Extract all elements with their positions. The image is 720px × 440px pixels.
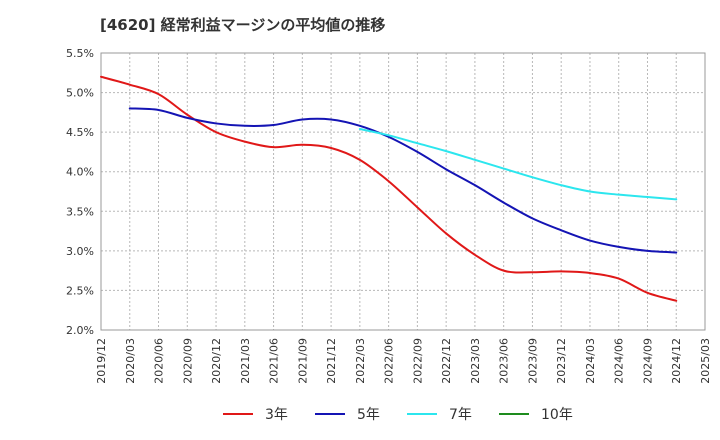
y-tick-label: 5.0% xyxy=(66,87,94,100)
x-tick-label: 2023/09 xyxy=(526,338,539,384)
legend-label-3: 10年 xyxy=(541,407,573,423)
x-tick-label: 2024/12 xyxy=(670,338,683,384)
x-tick-label: 2024/06 xyxy=(613,338,626,384)
x-tick-label: 2020/03 xyxy=(124,338,137,384)
plot-area xyxy=(100,52,706,331)
x-tick-label: 2023/12 xyxy=(555,338,568,384)
legend-label-0: 3年 xyxy=(265,407,288,423)
x-tick-label: 2021/12 xyxy=(325,338,338,384)
legend: 3年 5年 7年 10年 xyxy=(223,407,573,423)
series-line-1 xyxy=(128,107,678,254)
chart-title: [4620] 経常利益マージンの平均値の推移 xyxy=(100,16,386,34)
x-axis-ticks: 2019/12 2020/03 2020/06 2020/09 2020/12 2021/… xyxy=(95,338,712,384)
x-tick-label: 2021/03 xyxy=(239,338,252,384)
y-tick-label: 5.5% xyxy=(66,47,94,60)
legend-label-1: 5年 xyxy=(357,407,380,423)
x-tick-label: 2022/06 xyxy=(383,338,396,384)
x-tick-label: 2025/03 xyxy=(699,338,712,384)
legend-label-2: 7年 xyxy=(449,407,472,423)
y-axis-ticks: 2.0% 2.5% 3.0% 3.5% 4.0% 4.5% 5.0% 5.5% xyxy=(66,47,94,337)
x-tick-label: 2023/06 xyxy=(498,338,511,384)
x-tick-label: 2023/03 xyxy=(469,338,482,384)
x-tick-label: 2021/06 xyxy=(268,338,281,384)
grid xyxy=(101,53,705,330)
x-tick-label: 2022/12 xyxy=(440,338,453,384)
y-tick-label: 2.0% xyxy=(66,324,94,337)
series-line-2 xyxy=(358,127,678,201)
x-tick-label: 2021/09 xyxy=(296,338,309,384)
x-tick-label: 2019/12 xyxy=(95,338,108,384)
x-tick-label: 2022/09 xyxy=(411,338,424,384)
y-tick-label: 3.5% xyxy=(66,205,94,218)
y-tick-label: 2.5% xyxy=(66,284,94,297)
x-tick-label: 2024/03 xyxy=(584,338,597,384)
y-tick-label: 4.0% xyxy=(66,166,94,179)
y-tick-label: 3.0% xyxy=(66,245,94,258)
x-tick-label: 2022/03 xyxy=(354,338,367,384)
x-tick-label: 2020/12 xyxy=(210,338,223,384)
y-tick-label: 4.5% xyxy=(66,126,94,139)
x-tick-label: 2020/09 xyxy=(181,338,194,384)
x-tick-label: 2024/09 xyxy=(641,338,654,384)
x-tick-label: 2020/06 xyxy=(153,338,166,384)
series-layer xyxy=(100,75,678,302)
